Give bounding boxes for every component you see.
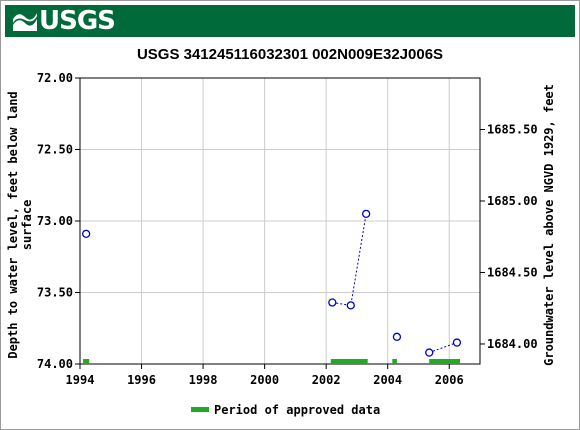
y2-tick-label: 1684.00: [487, 337, 538, 351]
data-point: [452, 338, 462, 347]
legend: Period of approved data: [191, 403, 380, 417]
approved-period-bar: [429, 359, 460, 364]
data-point: [425, 348, 434, 357]
series-connectors: [332, 213, 458, 354]
x-tick-label: 2002: [312, 373, 341, 387]
y2-tick-label: 1685.50: [487, 122, 538, 136]
x-tick-label: 2006: [435, 373, 464, 387]
data-point: [82, 229, 91, 239]
y-tick-label: 73.00: [37, 214, 73, 228]
chart-title: USGS 341245116032301 002N009E32J006S: [137, 46, 443, 63]
x-tick-label: 2000: [250, 373, 279, 387]
series-connector: [332, 213, 367, 306]
approved-period-bar: [83, 359, 90, 364]
y-tick-label: 74.00: [37, 357, 73, 371]
approved-period-bar: [330, 359, 368, 364]
y-axis-left: 72.00 72.50 73.00 73.50 74.00: [37, 71, 80, 371]
x-tick-label: 2004: [373, 373, 402, 387]
series-connector: [429, 342, 458, 354]
usgs-banner: USGS: [5, 5, 575, 37]
data-point: [328, 298, 337, 307]
y-axis-title-line-1: Depth to water level, feet below land: [6, 91, 20, 358]
legend-label: Period of approved data: [214, 403, 380, 417]
x-tick-label: 1998: [189, 373, 218, 387]
series-points: [82, 209, 462, 357]
y-axis-title-line-2: surface: [20, 200, 34, 251]
approved-periods: [83, 359, 460, 364]
y2-tick-label: 1684.50: [487, 265, 538, 279]
y2-tick-label: 1685.00: [487, 194, 538, 208]
x-tick-label: 1994: [66, 373, 95, 387]
data-point: [346, 301, 355, 310]
y-tick-label: 73.50: [37, 286, 73, 300]
x-tick-label: 1996: [127, 373, 156, 387]
legend-swatch: [191, 407, 209, 412]
data-point: [392, 332, 402, 341]
data-point: [362, 209, 371, 219]
usgs-wave-icon: [13, 13, 37, 31]
y-axis-right: 1684.00 1684.50 1685.00 1685.50: [480, 122, 538, 351]
x-axis: 1994 1996 1998 2000 2002 2004 2006: [66, 364, 464, 387]
approved-period-bar: [392, 359, 397, 364]
y-tick-label: 72.00: [37, 71, 73, 85]
usgs-logo-text: USGS: [39, 6, 116, 36]
y-tick-label: 72.50: [37, 143, 73, 157]
y2-axis-title: Groundwater level above NGVD 1929, feet: [542, 84, 556, 366]
